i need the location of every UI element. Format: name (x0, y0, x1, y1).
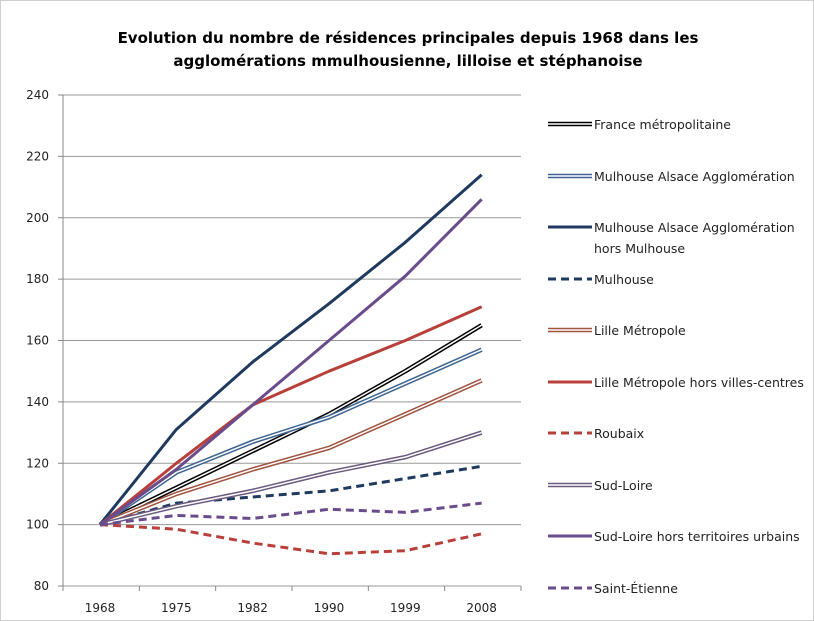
legend-swatch (548, 277, 592, 280)
legend-item: Roubaix (546, 423, 808, 444)
y-tick-label: 240 (26, 88, 49, 102)
line-inner (99, 324, 483, 526)
y-tick-label: 200 (26, 211, 49, 225)
x-tick-label: 1999 (390, 601, 421, 615)
legend-item: Sud-Loire hors territoires urbains (546, 526, 808, 547)
line (99, 323, 483, 527)
legend-swatch (548, 586, 592, 589)
y-tick-label: 180 (26, 272, 49, 286)
x-tick-label: 1982 (237, 601, 268, 615)
line (98, 173, 483, 526)
legend-swatch (548, 225, 592, 229)
legend-label: Mulhouse (594, 271, 654, 287)
legend-item: Mulhouse Alsace Agglomération hors Mulho… (546, 217, 808, 259)
x-tick-label: 1975 (161, 601, 192, 615)
legend-label: Lille Métropole hors villes-centres (594, 374, 804, 390)
legend-label: Mulhouse Alsace Agglomération (594, 168, 795, 184)
legend-item: Lille Métropole (546, 320, 808, 341)
legend-item: Saint-Étienne (546, 578, 808, 599)
legend-item: Mulhouse Alsace Agglomération (546, 166, 808, 187)
y-tick-label: 160 (26, 334, 49, 348)
line-inner (99, 349, 482, 526)
legend-label: Sud-Loire hors territoires urbains (594, 529, 800, 544)
legend-label: Roubaix (594, 426, 645, 441)
y-tick-label: 120 (26, 456, 49, 470)
legend-label: Saint-Étienne (594, 580, 678, 596)
x-tick-label: 1990 (314, 601, 345, 615)
legend-swatch (548, 173, 592, 178)
legend-item: Sud-Loire (546, 475, 808, 496)
x-tick-label: 2008 (466, 601, 497, 615)
legend-label: Mulhouse Alsace Agglomération hors Mulho… (594, 220, 795, 256)
line (99, 198, 483, 526)
y-tick-label: 140 (26, 395, 49, 409)
line (99, 501, 482, 527)
line-inner (99, 379, 482, 526)
x-tick-label: 1968 (85, 601, 116, 615)
chart-title: Evolution du nombre de résidences princi… (117, 29, 699, 70)
legend-item: Mulhouse (546, 269, 808, 290)
legend-item: France métropolitaine (546, 114, 808, 135)
legend-swatch (548, 380, 592, 383)
y-tick-label: 220 (26, 149, 49, 163)
legend-swatch (548, 534, 592, 538)
line (99, 305, 483, 526)
plot: 80 100 120 140 160 180 200 220 240 1968 1975 1982 19… (26, 88, 522, 615)
legend-item: Lille Métropole hors villes-centres (546, 372, 808, 393)
line (99, 464, 482, 527)
legend-swatch (548, 327, 592, 333)
legend-label: Sud-Loire (594, 477, 653, 493)
legend-label: Lille Métropole (594, 323, 686, 338)
line-inner (99, 431, 482, 526)
legend-swatch (548, 482, 592, 487)
line (99, 523, 482, 556)
y-tick-label: 80 (34, 579, 49, 593)
legend-label: France métropolitaine (594, 117, 731, 132)
y-tick-label: 100 (26, 518, 49, 532)
legend-swatch (548, 431, 592, 435)
legend-swatch (548, 121, 592, 127)
